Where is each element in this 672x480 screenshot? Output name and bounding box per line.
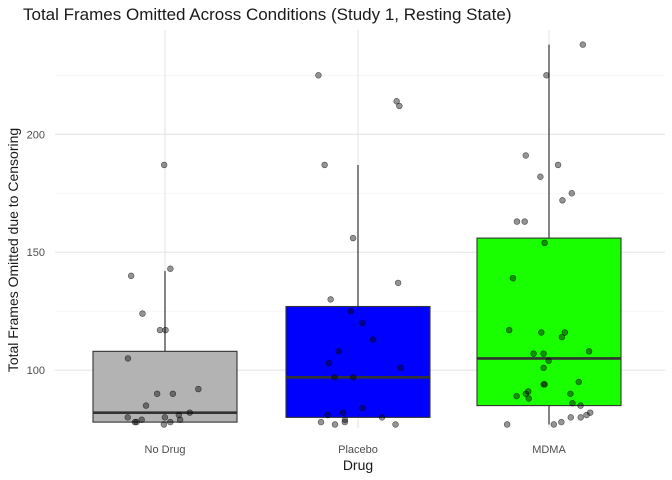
data-point [559, 197, 566, 204]
data-point [577, 414, 584, 421]
data-point [569, 400, 576, 407]
data-point [503, 421, 511, 428]
data-point [142, 402, 150, 409]
box-no-drug [92, 350, 238, 423]
data-point [587, 409, 594, 416]
data-point [540, 381, 547, 388]
data-point [525, 388, 532, 395]
x-axis-title: Drug [343, 457, 373, 473]
data-point [325, 359, 333, 367]
y-tick-label: 150 [27, 247, 45, 259]
data-point [525, 395, 532, 402]
x-tick-label: MDMA [532, 444, 566, 456]
data-point [394, 279, 402, 287]
data-point [317, 418, 325, 426]
data-point [522, 152, 529, 159]
data-point [195, 385, 202, 393]
data-point [397, 364, 404, 372]
data-point [133, 418, 140, 426]
data-point [160, 161, 168, 169]
data-point [543, 72, 550, 79]
box-mdma [476, 237, 622, 407]
data-point [558, 418, 565, 426]
data-point [392, 421, 399, 428]
data-point [156, 326, 164, 334]
data-point [509, 274, 517, 282]
data-point [161, 414, 169, 421]
box-layer [92, 44, 622, 425]
data-point [186, 409, 193, 416]
data-point [393, 98, 400, 105]
data-point [530, 350, 537, 357]
data-point [315, 72, 322, 79]
data-point [127, 272, 135, 280]
data-point [131, 418, 139, 426]
data-point [583, 411, 590, 419]
data-point [335, 348, 342, 355]
data-point [521, 218, 528, 225]
data-point [124, 414, 131, 421]
data-point [349, 234, 357, 242]
y-tick-label: 200 [27, 129, 45, 141]
data-point [124, 355, 132, 362]
data-point [162, 326, 169, 334]
data-point [341, 418, 349, 426]
data-point [575, 378, 582, 386]
data-point [176, 416, 184, 423]
data-point [513, 392, 520, 400]
data-point [167, 418, 174, 426]
box-placebo [285, 305, 431, 418]
data-point [537, 173, 544, 180]
chart-title: Total Frames Omitted Across Conditions (… [23, 5, 512, 24]
data-point [558, 333, 566, 341]
data-point [541, 239, 548, 247]
data-point [331, 421, 339, 428]
point-layer [124, 41, 594, 428]
data-point [554, 161, 562, 169]
data-point [522, 390, 530, 397]
data-point [540, 364, 547, 372]
data-point [321, 161, 328, 169]
data-point [138, 416, 145, 423]
data-point [160, 421, 168, 428]
data-point [167, 265, 174, 272]
data-point [350, 374, 357, 381]
data-point [396, 102, 403, 110]
data-point [331, 374, 338, 381]
data-point [513, 218, 521, 225]
data-point [369, 336, 377, 343]
data-point [538, 329, 545, 336]
data-point [568, 190, 575, 197]
data-point [540, 350, 547, 357]
data-point [153, 390, 161, 397]
data-point [341, 416, 349, 423]
data-point [169, 390, 177, 397]
data-point [347, 308, 355, 315]
data-point [327, 296, 334, 303]
data-point [378, 414, 386, 421]
data-point [339, 409, 347, 416]
data-point [175, 411, 183, 419]
data-point [561, 329, 569, 336]
data-point [358, 404, 366, 412]
axis-layer: 100 150 200 No Drug Placebo MDMA [27, 129, 567, 456]
y-axis-title: Total Frames Omitted due to Censoring [5, 128, 21, 372]
data-point [585, 348, 593, 355]
data-point [324, 411, 331, 419]
x-tick-label: Placebo [338, 444, 378, 456]
data-point [577, 402, 584, 409]
data-point [139, 310, 146, 317]
x-tick-label: No Drug [145, 444, 186, 456]
data-point [567, 390, 574, 397]
data-point [550, 421, 557, 428]
data-point [579, 41, 587, 48]
data-point [545, 357, 552, 364]
data-point [505, 326, 513, 334]
data-point [359, 319, 366, 327]
y-tick-label: 100 [27, 365, 45, 377]
data-point [567, 414, 574, 421]
